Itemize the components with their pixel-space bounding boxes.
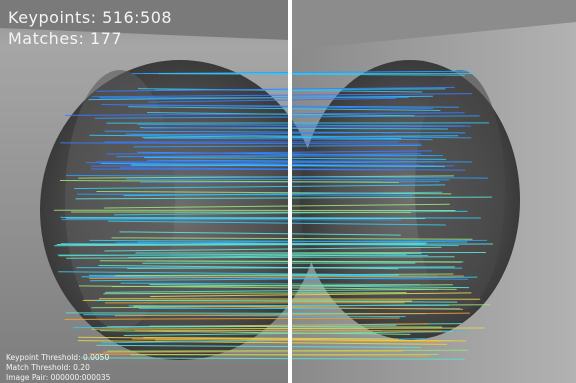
separator [288,0,292,383]
object-shade [65,70,175,330]
matches-label: Matches: 177 [8,29,122,48]
match-line [135,252,486,253]
match-line [126,179,449,180]
image-pair: Image Pair: 000000:000035 [6,373,111,382]
match-visualization: Keypoints: 516:508 Matches: 177 Keypoint… [0,0,576,383]
match-line [96,161,402,162]
match-threshold: Match Threshold: 0.20 [6,363,90,372]
keypoints-label: Keypoints: 516:508 [8,8,172,27]
viewer: Keypoints: 516:508 Matches: 177 Keypoint… [0,0,576,383]
keypoint-threshold: Keypoint Threshold: 0.0050 [6,353,109,362]
match-line [103,351,403,352]
